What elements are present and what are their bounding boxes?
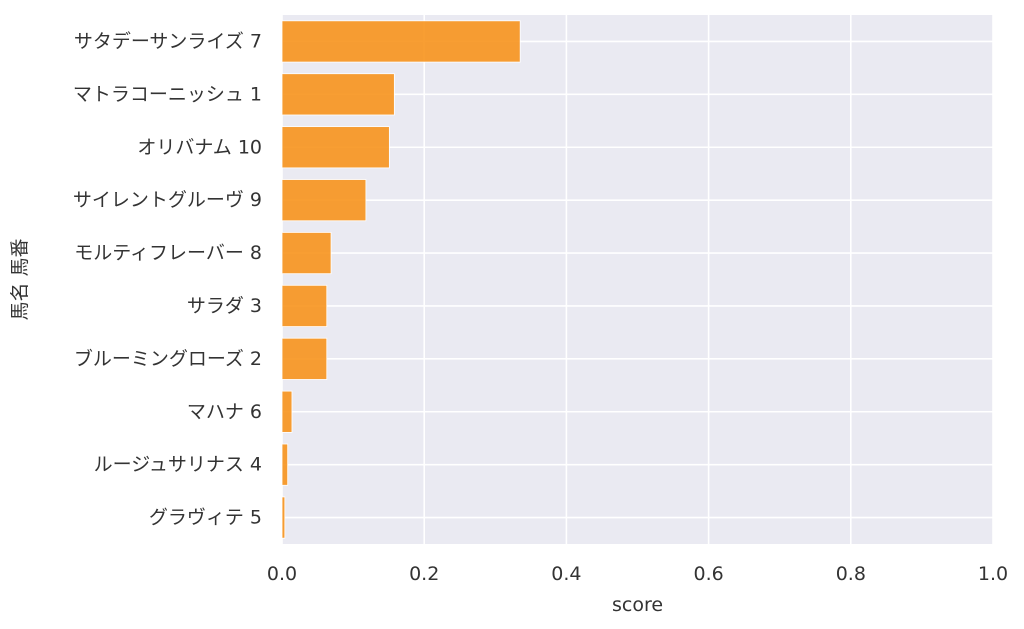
bar [281, 179, 367, 222]
y-tick-label: ルージュサリナス 4 [94, 454, 262, 476]
y-tick-label: サラダ 3 [187, 295, 262, 317]
bar [281, 337, 328, 380]
y-tick-label: サタデーサンライズ 7 [74, 30, 262, 52]
bar [281, 126, 390, 169]
y-tick-label: モルティフレーバー 8 [74, 242, 262, 264]
bars [281, 20, 521, 539]
bar [281, 284, 328, 327]
y-tick-label: オリバナム 10 [137, 136, 262, 158]
bar [281, 73, 395, 116]
y-axis-label: 馬名 馬番 [9, 238, 31, 320]
x-tick-labels: 0.0 0.2 0.4 0.6 0.8 1.0 [267, 563, 1008, 585]
bar [281, 496, 286, 539]
y-tick-labels: サタデーサンライズ 7 マトラコーニッシュ 1 オリバナム 10 サイレントグルーヴ … [73, 30, 262, 528]
x-axis-label: score [612, 594, 663, 616]
bar [281, 20, 521, 63]
y-tick-label: ブルーミングローズ 2 [74, 347, 262, 370]
bar [281, 232, 332, 275]
bar [281, 390, 293, 433]
y-tick-label: サイレントグルーヴ 9 [73, 189, 262, 211]
x-tick-label: 0.6 [693, 563, 723, 585]
plot-area [282, 15, 993, 544]
x-tick-label: 0.2 [409, 563, 439, 585]
y-tick-label: マハナ 6 [187, 401, 262, 423]
x-tick-label: 1.0 [978, 563, 1008, 585]
x-tick-label: 0.8 [836, 563, 866, 585]
bar [281, 443, 289, 486]
x-tick-label: 0.4 [551, 563, 581, 585]
y-tick-label: グラヴィテ 5 [149, 507, 262, 529]
x-tick-label: 0.0 [267, 563, 297, 585]
y-tick-label: マトラコーニッシュ 1 [73, 83, 262, 105]
grid-lines [281, 15, 994, 544]
